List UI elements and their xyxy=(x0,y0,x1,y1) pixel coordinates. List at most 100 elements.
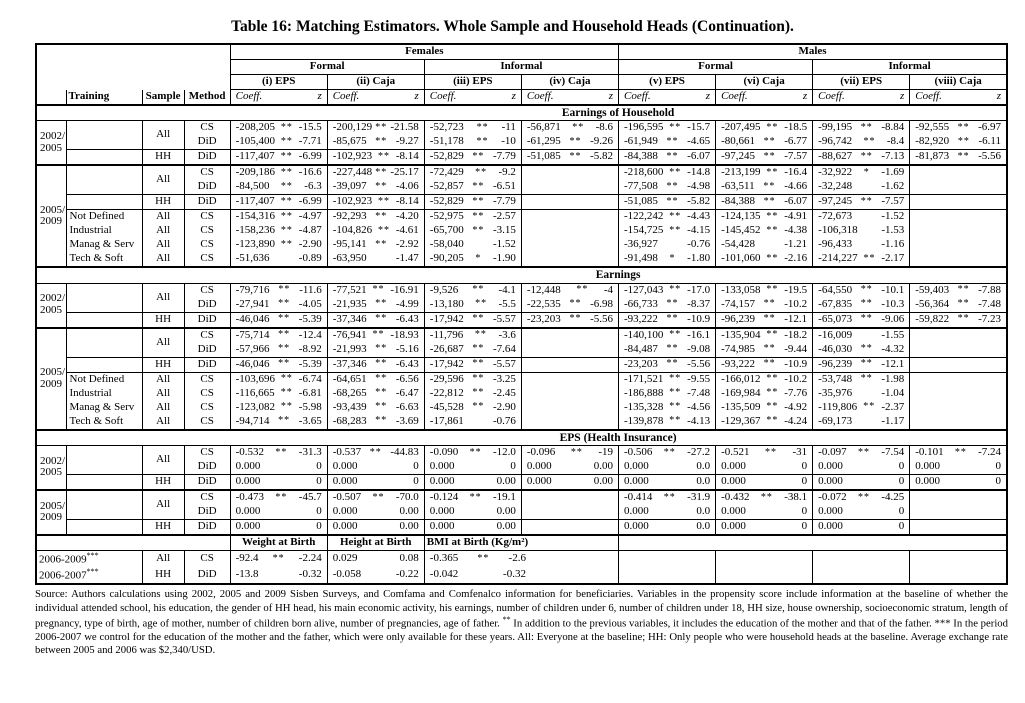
z-value: -9.44 xyxy=(784,342,808,355)
estimate-cell: 0.000 0 xyxy=(326,459,425,475)
estimate-pair: -102,923 ** -8.14 xyxy=(330,150,422,164)
significance-stars: ** xyxy=(860,373,873,385)
estimate-pair: -93,439 ** -6.63 xyxy=(330,401,422,415)
z-value: -10.2 xyxy=(784,372,808,385)
estimate-pair: -92,555 ** -6.97 xyxy=(912,121,1004,135)
z-value: -4.15 xyxy=(687,224,711,237)
estimate-cell: -21,935 ** -4.99 xyxy=(326,297,425,312)
table-row: Not Defined All CS -103,696 ** -6.74 -64,651 **… xyxy=(36,371,1007,387)
table-row: DiD 0.000 0 0.000 0.00 0.000 0.00 0.000 0.0 0.000… xyxy=(36,504,1007,520)
method-cell: DiD xyxy=(183,311,231,328)
coeff-value: -123,082 xyxy=(235,400,276,413)
coeff-value: -21,993 xyxy=(332,342,367,355)
estimate-cell: -0.096 ** -19 xyxy=(520,445,619,460)
sample-cell: All xyxy=(141,238,185,253)
significance-stars: ** xyxy=(666,196,679,208)
z-value: -8.14 xyxy=(395,150,419,163)
z-value: -10.9 xyxy=(687,312,711,325)
estimate-cell: -84,487 ** -9.08 xyxy=(617,342,716,357)
estimate-cell: -76,941 ** -18.93 xyxy=(326,326,425,343)
z-value: 0 xyxy=(316,504,322,517)
coeff-value: -99,195 xyxy=(818,121,853,134)
estimate-cell: -122,242 ** -4.43 xyxy=(617,209,716,225)
method-cell: CS xyxy=(183,488,231,505)
stub-spacer xyxy=(36,44,230,60)
significance-stars: ** xyxy=(957,122,970,134)
significance-stars: * xyxy=(863,167,870,179)
coeff-value: -117,407 xyxy=(235,195,275,208)
empty-estimate-cell xyxy=(520,164,619,181)
coeff-value: -74,985 xyxy=(721,342,755,355)
coeff-value: -93,222 xyxy=(721,357,755,370)
estimate-pair: -145,452 ** -4.38 xyxy=(718,224,810,238)
estimate-pair: -123,082 ** -5.98 xyxy=(233,401,325,415)
coeff-value: -76,941 xyxy=(332,328,367,341)
z-value: -11.6 xyxy=(299,283,322,296)
coeff-value: 0.000 xyxy=(429,474,455,487)
significance-stars: ** xyxy=(469,491,482,503)
z-value: -6.81 xyxy=(298,386,322,399)
coeff-value: -63,950 xyxy=(332,252,367,265)
z-value: -1.55 xyxy=(881,328,905,341)
z-value: 0 xyxy=(413,474,419,487)
coeff-value: -0.096 xyxy=(526,445,556,458)
significance-stars: ** xyxy=(375,313,388,325)
coeff-z-header-cell: Coeff. z xyxy=(423,89,522,106)
significance-stars: ** xyxy=(472,373,485,385)
z-value: -2.92 xyxy=(395,238,419,251)
z-value: -10 xyxy=(501,135,516,148)
z-column-header: z xyxy=(511,90,516,103)
method-cell: DiD xyxy=(183,504,231,520)
z-value: -4.13 xyxy=(687,414,711,427)
section-title: EPS (Health Insurance) xyxy=(230,428,1007,446)
significance-stars: ** xyxy=(472,151,485,163)
estimate-cell: -77,521 ** -16.91 xyxy=(326,283,425,298)
z-value: 0.00 xyxy=(593,474,613,487)
z-value: -5.56 xyxy=(590,312,613,325)
estimate-cell: -80,661 ** -6.77 xyxy=(715,135,813,150)
z-value: 0 xyxy=(995,474,1002,487)
significance-stars: ** xyxy=(280,196,293,208)
significance-stars: ** xyxy=(666,343,679,355)
estimate-pair: -51,636 -0.89 xyxy=(233,252,325,266)
coeff-z-header-cell: Coeff. z xyxy=(326,89,425,106)
coeff-value: -21,935 xyxy=(332,297,367,310)
estimate-cell: -32,248 -1.62 xyxy=(812,180,910,195)
z-value: -31.3 xyxy=(298,445,322,458)
coeff-value: -9,526 xyxy=(429,283,459,296)
estimate-pair: -154,725 ** -4.15 xyxy=(621,224,713,238)
z-value: 0 xyxy=(898,504,905,517)
section-title: Earnings of Household xyxy=(230,105,1007,122)
gender-group-header: Males xyxy=(618,44,1007,60)
estimate-pair: -27,941 ** -4.05 xyxy=(233,298,325,312)
significance-stars: ** xyxy=(669,225,682,237)
empty-estimate-cell xyxy=(520,326,619,343)
sample-cell: HH xyxy=(141,356,185,372)
sector-group-header: Informal xyxy=(812,59,1007,75)
table-row: HH DiD 0.000 0 0.000 0 0.000 0.00 0.000 0.00 0.000… xyxy=(36,473,1007,490)
coeff-value: -17,942 xyxy=(429,357,464,370)
estimate-cell: 0.000 0 xyxy=(423,459,522,475)
coeff-value: -64,550 xyxy=(818,283,853,296)
method-cell: DiD xyxy=(183,518,231,535)
coeff-value: 0.000 xyxy=(429,459,455,472)
estimate-pair: -158,236 ** -4.87 xyxy=(233,224,325,238)
significance-stars: ** xyxy=(475,298,488,310)
estimate-pair: -0.473 ** -45.7 xyxy=(233,492,325,505)
year-range-cell: 2005/ 2009 xyxy=(36,326,67,430)
significance-stars: ** xyxy=(472,225,485,237)
estimate-cell: -92,555 ** -6.97 xyxy=(909,120,1007,136)
training-cell: Not Defined xyxy=(65,371,143,387)
estimate-cell: -94,714 ** -3.65 xyxy=(229,414,328,430)
z-value: -18.5 xyxy=(784,121,808,134)
estimate-cell: -51,085 ** -5.82 xyxy=(617,194,716,210)
coeff-column-header: Coeff. xyxy=(429,90,457,103)
significance-stars: ** xyxy=(766,253,779,265)
z-value: -2.6 xyxy=(508,552,526,565)
z-value: -9.55 xyxy=(687,372,711,385)
z-value: -7.57 xyxy=(784,150,808,163)
significance-stars: ** xyxy=(475,167,488,179)
z-value: -0.32 xyxy=(298,568,322,581)
coeff-value: -51,636 xyxy=(235,252,270,265)
estimate-cell: -88,627 ** -7.13 xyxy=(812,149,910,166)
